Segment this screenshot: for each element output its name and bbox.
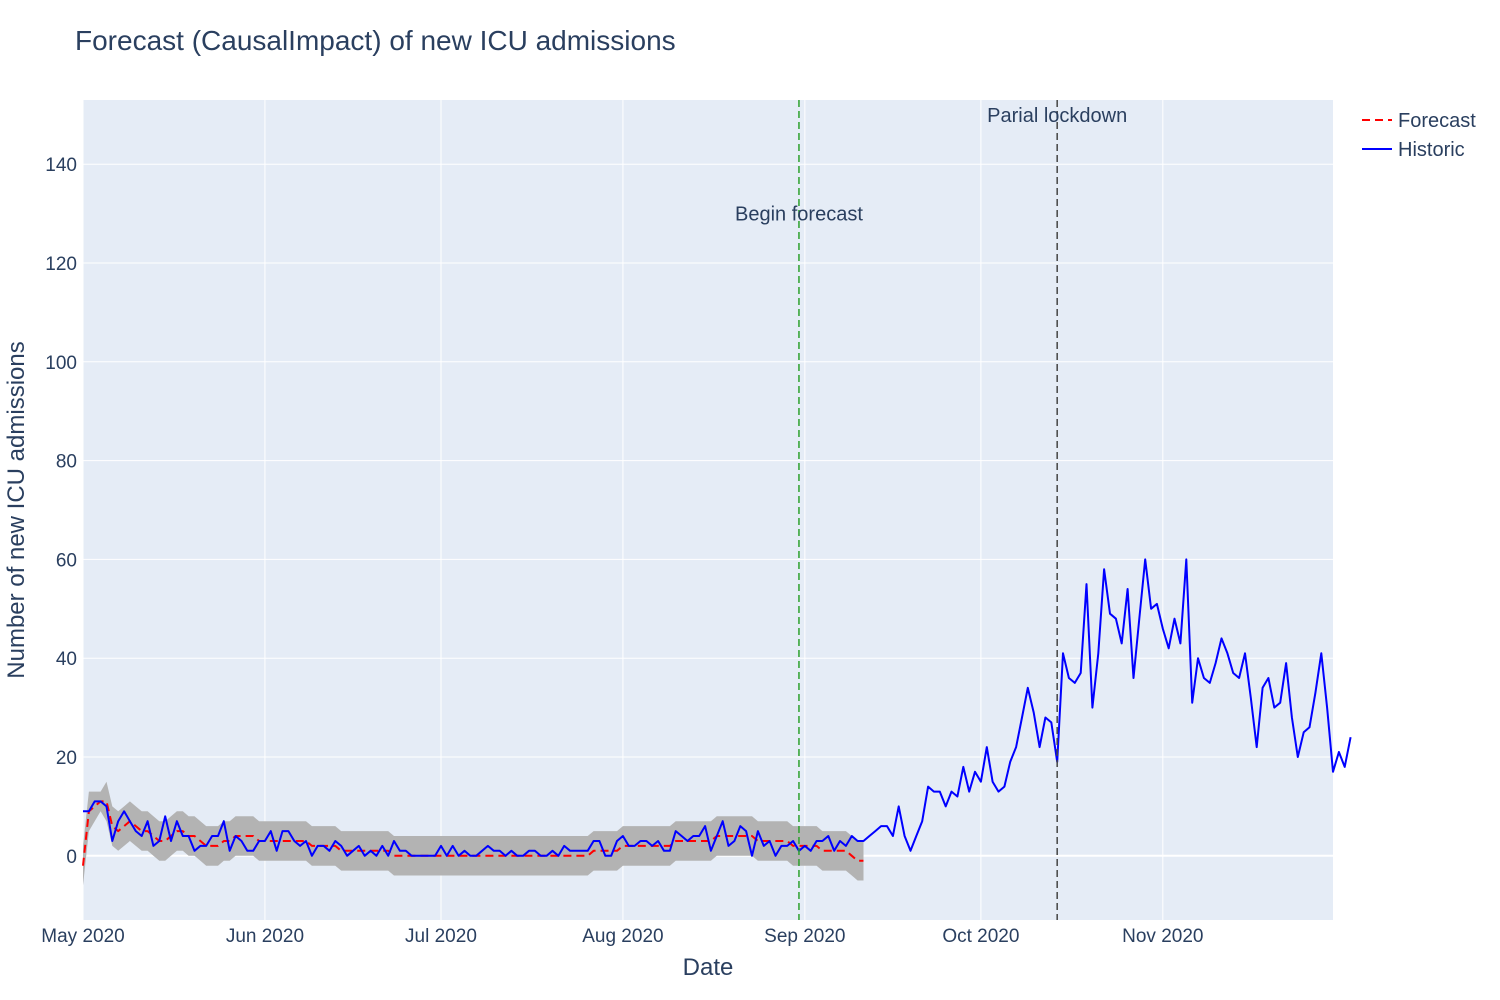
y-tick-label: 20 — [56, 748, 77, 769]
y-axis-ticks: 0 20 40 60 80 100 120 140 — [45, 155, 77, 868]
y-tick-label: 120 — [45, 254, 77, 275]
legend-label: Forecast — [1398, 110, 1476, 132]
annotation-label: Parial lockdown — [987, 105, 1127, 127]
chart-title: Forecast (CausalImpact) of new ICU admis… — [75, 25, 676, 56]
x-tick-label: Jun 2020 — [226, 926, 304, 947]
y-axis-title: Number of new ICU admissions — [3, 341, 30, 678]
x-tick-label: Jul 2020 — [405, 926, 477, 947]
x-tick-label: Aug 2020 — [582, 926, 663, 947]
x-tick-label: May 2020 — [41, 926, 124, 947]
x-axis-title: Date — [683, 954, 734, 981]
y-tick-label: 0 — [66, 847, 77, 868]
legend-label: Historic — [1398, 139, 1465, 161]
confidence-band — [83, 781, 864, 886]
y-tick-label: 60 — [56, 550, 77, 571]
x-tick-label: Sep 2020 — [764, 926, 845, 947]
x-tick-label: Nov 2020 — [1122, 926, 1203, 947]
annotation-layer: Begin forecast Parial lockdown — [735, 100, 1127, 920]
confidence-band-layer — [83, 781, 864, 886]
y-tick-label: 100 — [45, 353, 77, 374]
legend[interactable]: Forecast Historic — [1362, 110, 1476, 161]
grid-lines — [82, 100, 1333, 920]
plot-area — [83, 100, 1333, 920]
x-tick-label: Oct 2020 — [942, 926, 1019, 947]
y-tick-label: 140 — [45, 155, 77, 176]
legend-item-forecast[interactable]: Forecast — [1362, 110, 1476, 132]
y-tick-label: 80 — [56, 452, 77, 473]
y-tick-label: 40 — [56, 649, 77, 670]
series-layer — [82, 558, 1352, 866]
x-axis-ticks: May 2020 Jun 2020 Jul 2020 Aug 2020 Sep 2020… — [41, 926, 1203, 947]
series-line-historic — [83, 558, 1352, 857]
annotation-label: Begin forecast — [735, 204, 863, 226]
legend-item-historic[interactable]: Historic — [1362, 139, 1465, 161]
